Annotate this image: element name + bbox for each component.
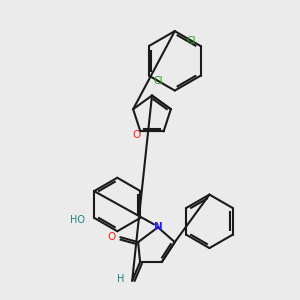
Text: O: O bbox=[107, 232, 115, 242]
Text: Cl: Cl bbox=[186, 36, 196, 46]
Text: O: O bbox=[132, 130, 140, 140]
Text: HO: HO bbox=[70, 215, 85, 225]
Text: H: H bbox=[117, 274, 124, 284]
Text: N: N bbox=[154, 222, 162, 232]
Text: Cl: Cl bbox=[154, 76, 164, 85]
